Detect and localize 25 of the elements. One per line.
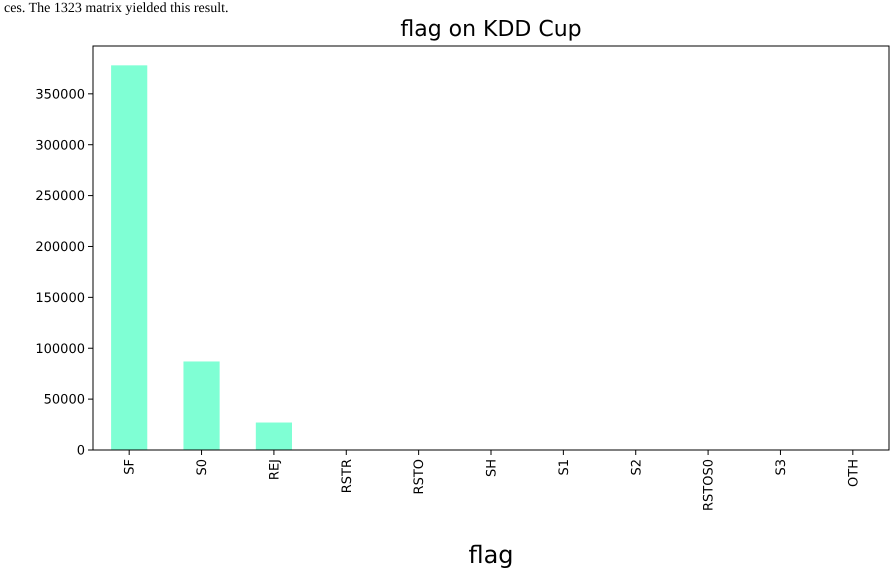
x-tick-label: REJ — [267, 459, 282, 480]
x-tick-label: RSTR — [340, 459, 355, 494]
x-tick-label: S0 — [195, 459, 210, 476]
x-axis-title: flag — [468, 541, 514, 569]
y-tick-label: 150000 — [35, 290, 85, 306]
x-tick-label: RSTOS0 — [702, 459, 717, 511]
y-tick-label: 0 — [76, 444, 85, 459]
bar — [111, 65, 148, 450]
x-tick-label: OTH — [846, 459, 862, 487]
x-tick-label: RSTO — [412, 459, 428, 494]
text: ces. The 1323 matrix yielded this result. — [4, 1, 228, 16]
y-tick-label: 350000 — [35, 87, 85, 102]
y-tick-label: 200000 — [35, 240, 85, 256]
x-tick-label: S3 — [774, 459, 790, 476]
y-tick-label: 50000 — [44, 392, 85, 408]
y-tick-label: 100000 — [35, 342, 85, 357]
bar — [183, 361, 220, 450]
chart-title: flag on KDD Cup — [400, 17, 582, 42]
bar — [256, 422, 292, 450]
x-tick-label: S1 — [556, 459, 572, 476]
x-tick-label: SH — [484, 459, 500, 478]
y-tick-label: 300000 — [35, 138, 85, 154]
x-tick-label: SF — [122, 459, 138, 475]
x-tick-label: S2 — [629, 459, 644, 476]
y-tick-label: 250000 — [35, 189, 85, 204]
